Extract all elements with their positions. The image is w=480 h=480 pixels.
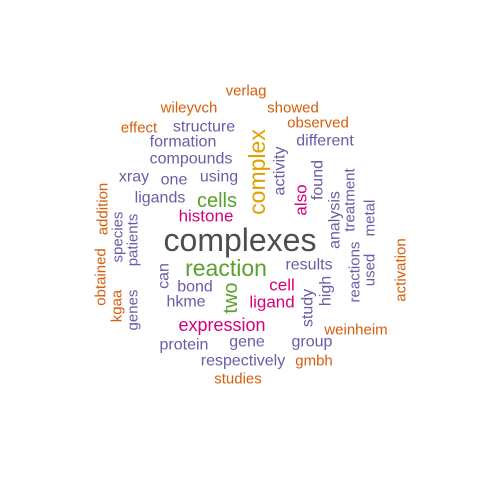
word-compounds: compounds xyxy=(150,151,233,168)
words-layer: complexes complex reaction cells twoexpressi… xyxy=(93,83,410,388)
word-obtained: obtained xyxy=(93,248,110,306)
word-can: can xyxy=(156,263,173,289)
word-gene: gene xyxy=(229,334,265,351)
word-two: two xyxy=(220,282,242,313)
word-treatment: treatment xyxy=(342,167,359,231)
word-study: study xyxy=(300,289,317,327)
word-reactions: reactions xyxy=(347,242,364,303)
word-patients: patients xyxy=(125,214,142,267)
word-species: species xyxy=(110,212,127,263)
word-xray: xray xyxy=(119,169,149,186)
word-bond: bond xyxy=(177,279,213,296)
word-showed: showed xyxy=(267,100,319,117)
word-reaction: reaction xyxy=(185,255,267,281)
word-ligand: ligand xyxy=(249,293,294,312)
word-found: found xyxy=(310,160,327,200)
word-activity: activity xyxy=(272,147,289,196)
word-histone: histone xyxy=(179,207,234,226)
word-weinheim: weinheim xyxy=(323,322,387,339)
word-also: also xyxy=(292,184,311,215)
word-using: using xyxy=(200,169,238,186)
word-gmbh: gmbh xyxy=(295,353,333,370)
word-activation: activation xyxy=(393,238,410,301)
word-group: group xyxy=(292,334,333,351)
word-metal: metal xyxy=(362,200,379,237)
word-expression: expression xyxy=(178,315,265,335)
word-respectively: respectively xyxy=(201,353,285,370)
word-one: one xyxy=(161,172,188,189)
word-analysis: analysis xyxy=(327,191,344,249)
word-structure: structure xyxy=(173,119,235,136)
word-studies: studies xyxy=(214,371,262,388)
word-complex: complex xyxy=(244,129,270,215)
word-used: used xyxy=(362,254,379,287)
word-complexes: complexes xyxy=(164,222,317,258)
word-genes: genes xyxy=(125,290,142,331)
word-addition: addition xyxy=(95,183,112,236)
word-protein: protein xyxy=(160,337,209,354)
word-wileyvch: wileyvch xyxy=(160,100,218,117)
word-hkme: hkme xyxy=(166,294,205,311)
word-observed: observed xyxy=(287,115,349,132)
word-different: different xyxy=(296,133,354,150)
word-formation: formation xyxy=(150,134,217,151)
word-results: results xyxy=(285,257,332,274)
word-ligands: ligands xyxy=(135,190,186,207)
word-verlag: verlag xyxy=(226,83,267,100)
word-kgaa: kgaa xyxy=(109,289,126,322)
word-cells: cells xyxy=(197,190,237,212)
word-effect: effect xyxy=(121,120,158,137)
word-high: high xyxy=(318,276,335,306)
word-cell: cell xyxy=(269,276,295,295)
